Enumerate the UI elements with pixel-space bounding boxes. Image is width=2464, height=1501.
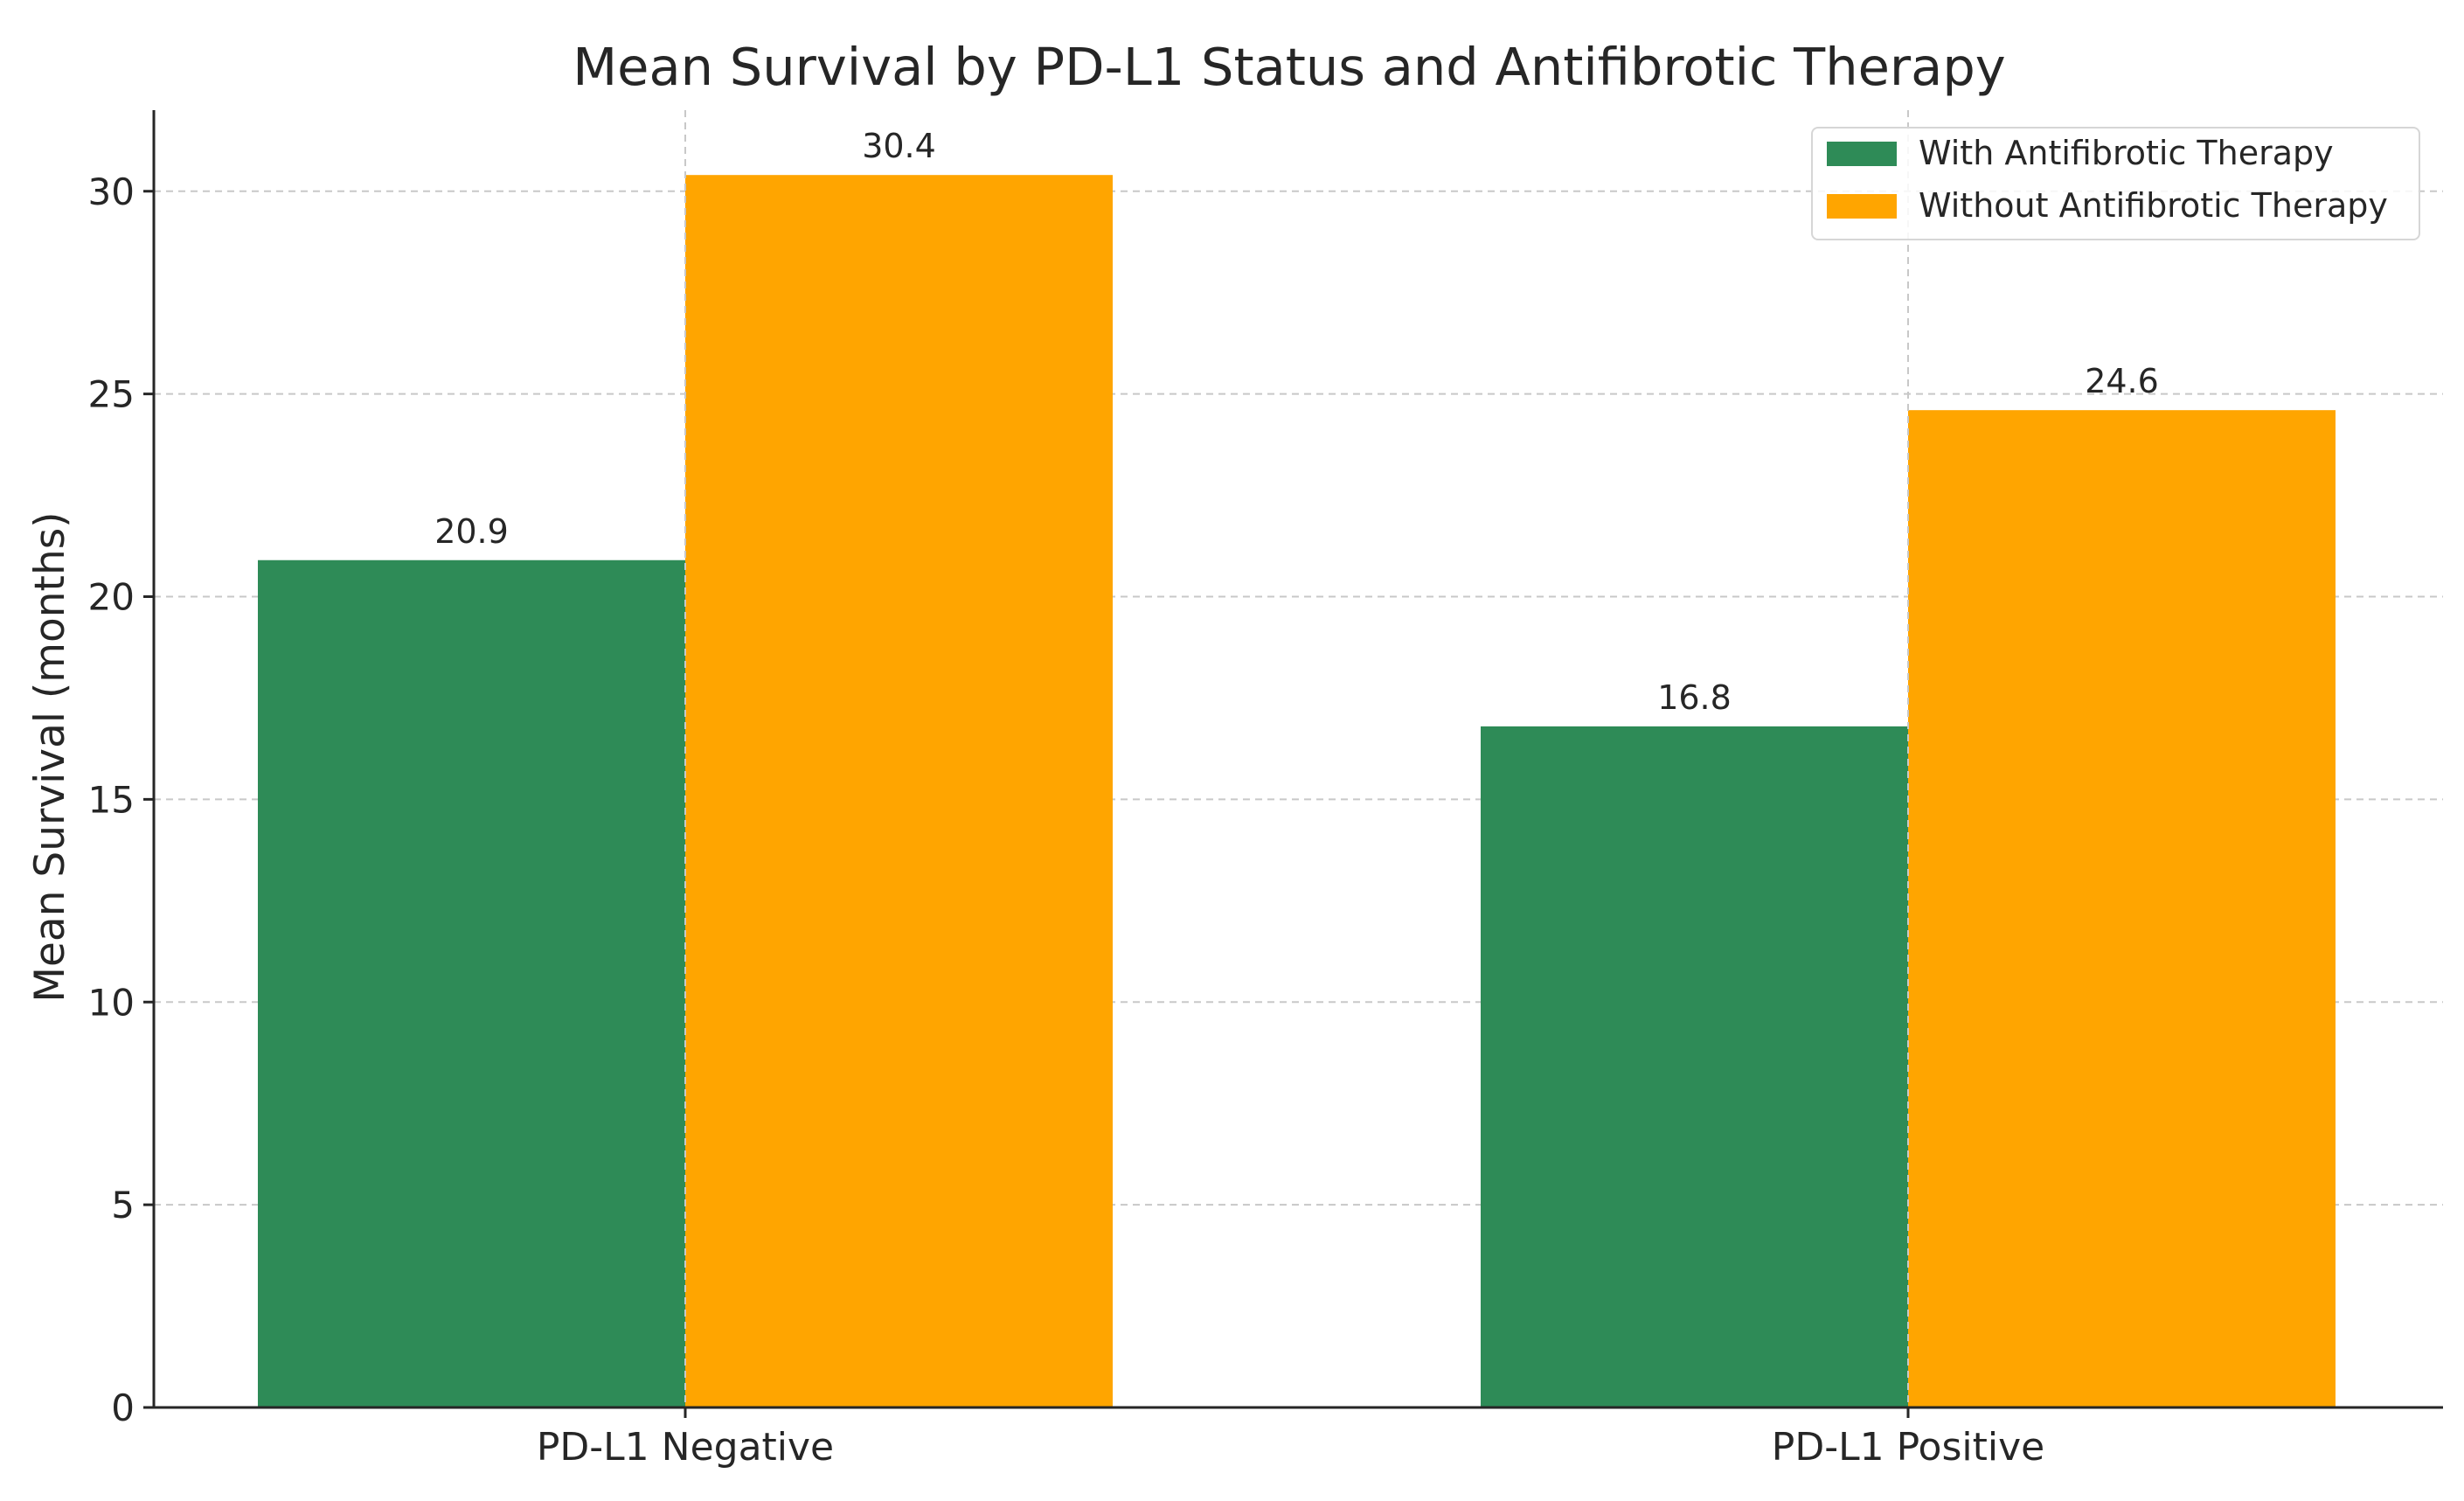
chart-title: Mean Survival by PD-L1 Status and Antifi…	[573, 37, 2005, 97]
axes: 0 5 10 15 20 25 30 PD-L1 Negative PD-L1 Positive	[88, 110, 2443, 1470]
bar-without-therapy	[1908, 410, 2336, 1407]
bars	[258, 175, 2336, 1408]
y-tick-label: 5	[111, 1184, 135, 1227]
data-label: 20.9	[434, 512, 509, 551]
y-tick-label: 30	[88, 170, 135, 213]
x-tick-label: PD-L1 Positive	[1772, 1425, 2044, 1470]
legend-swatch-without-therapy	[1827, 194, 1897, 219]
y-axis-title: Mean Survival (months)	[26, 511, 74, 1002]
y-tick-label: 10	[88, 981, 135, 1024]
data-label: 16.8	[1657, 678, 1732, 717]
vertical-grid-lines	[684, 110, 1909, 1407]
x-tick-label: PD-L1 Negative	[537, 1425, 834, 1470]
y-tick-label: 20	[88, 576, 135, 619]
y-tick-label: 15	[88, 778, 135, 821]
data-label: 24.6	[2085, 362, 2159, 400]
legend-label: With Antifibrotic Therapy	[1919, 134, 2334, 172]
data-label: 30.4	[862, 127, 936, 165]
data-labels: 20.9 30.4 16.8 24.6	[434, 127, 2159, 717]
legend-swatch-with-therapy	[1827, 142, 1897, 166]
bar-without-therapy	[685, 175, 1113, 1408]
y-tick-label: 0	[111, 1386, 135, 1429]
legend-label: Without Antifibrotic Therapy	[1919, 186, 2388, 225]
y-tick-label: 25	[88, 373, 135, 416]
bar-with-therapy	[258, 559, 685, 1407]
bar-with-therapy	[1481, 726, 1908, 1407]
legend-box	[1811, 127, 2420, 240]
legend: With Antifibrotic Therapy Without Antifib…	[1811, 127, 2420, 240]
